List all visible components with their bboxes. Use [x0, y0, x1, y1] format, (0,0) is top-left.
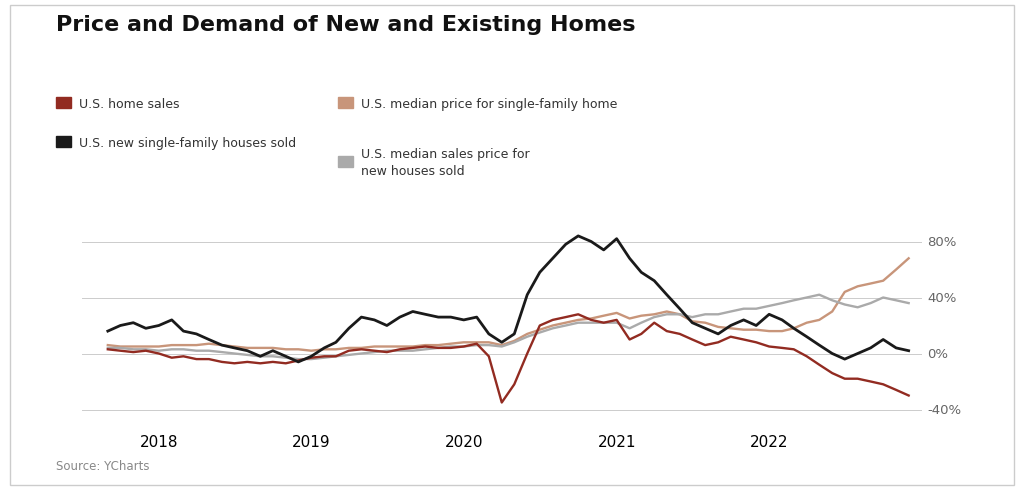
- Text: Price and Demand of New and Existing Homes: Price and Demand of New and Existing Hom…: [56, 15, 636, 35]
- Text: U.S. new single-family houses sold: U.S. new single-family houses sold: [79, 137, 296, 150]
- Text: U.S. median sales price for
new houses sold: U.S. median sales price for new houses s…: [360, 148, 529, 178]
- Text: U.S. home sales: U.S. home sales: [79, 98, 179, 111]
- Text: U.S. median price for single-family home: U.S. median price for single-family home: [360, 98, 617, 111]
- Text: Source: YCharts: Source: YCharts: [56, 460, 150, 473]
